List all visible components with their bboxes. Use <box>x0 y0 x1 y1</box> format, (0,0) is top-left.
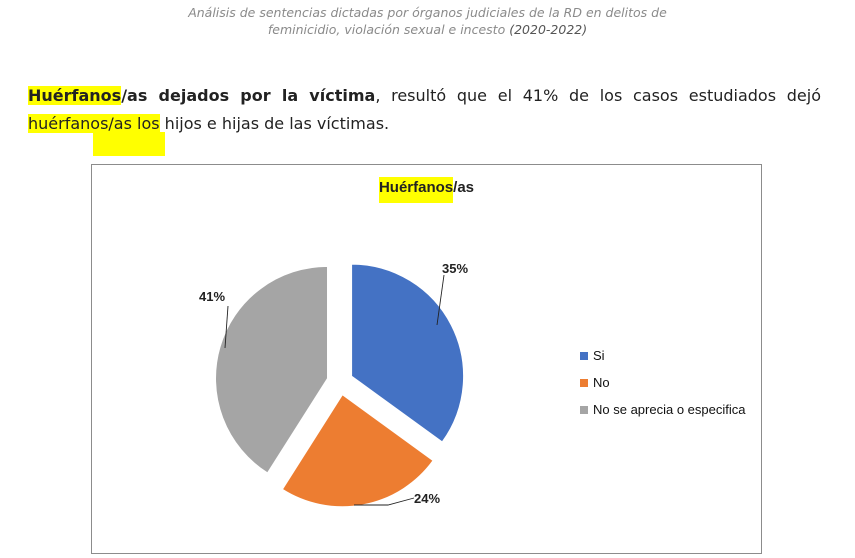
header-years: (2020-2022) <box>509 22 588 37</box>
chart-legend: Si No No se aprecia o especifica <box>580 342 745 423</box>
pie-slice-si <box>351 263 465 443</box>
chart-title-rest: /as <box>453 179 475 196</box>
pie-slice-no-se-aprecia-o-especifica <box>215 265 329 474</box>
pie-chart-box: Huérfanos/as 35% 24% 41% Si No No se aprecia… <box>91 164 762 554</box>
legend-label: Si <box>593 348 605 363</box>
chart-title-highlight: Huérfanos <box>378 177 454 203</box>
para-highlight-2: huérfanos/as los <box>28 114 160 133</box>
legend-label: No se aprecia o especifica <box>593 402 746 417</box>
legend-item: No se aprecia o especifica <box>580 396 745 423</box>
para-text-2: hijos e hijas de las víctimas. <box>159 114 390 133</box>
body-paragraph: Huérfanos/as dejados por la víctima, res… <box>28 82 821 138</box>
leader-line <box>224 305 229 349</box>
legend-item: No <box>580 369 745 396</box>
data-label: 35% <box>442 261 468 276</box>
para-bold-highlight: Huérfanos <box>28 86 122 105</box>
legend-swatch <box>580 405 588 414</box>
leader-line <box>354 497 415 506</box>
leader-line <box>436 274 445 326</box>
legend-item: Si <box>580 342 745 369</box>
legend-swatch <box>580 351 588 360</box>
pie-chart: 35% 24% 41% <box>199 261 468 508</box>
highlight-mark <box>93 132 165 156</box>
para-bold-rest: /as dejados por la víctima <box>121 86 376 105</box>
header-line-2-text: feminicidio, violación sexual e incesto <box>267 22 506 37</box>
data-label: 24% <box>414 491 440 506</box>
document-header: Análisis de sentencias dictadas por órga… <box>0 4 855 38</box>
legend-label: No <box>593 375 610 390</box>
header-line-1: Análisis de sentencias dictadas por órga… <box>188 5 667 20</box>
data-label: 41% <box>199 289 225 304</box>
legend-swatch <box>580 378 588 387</box>
para-text-1: , resultó que el 41% de los casos estudi… <box>375 86 821 105</box>
header-line-2: feminicidio, violación sexual e incesto … <box>0 21 855 38</box>
chart-title: Huérfanos/as <box>92 177 761 203</box>
